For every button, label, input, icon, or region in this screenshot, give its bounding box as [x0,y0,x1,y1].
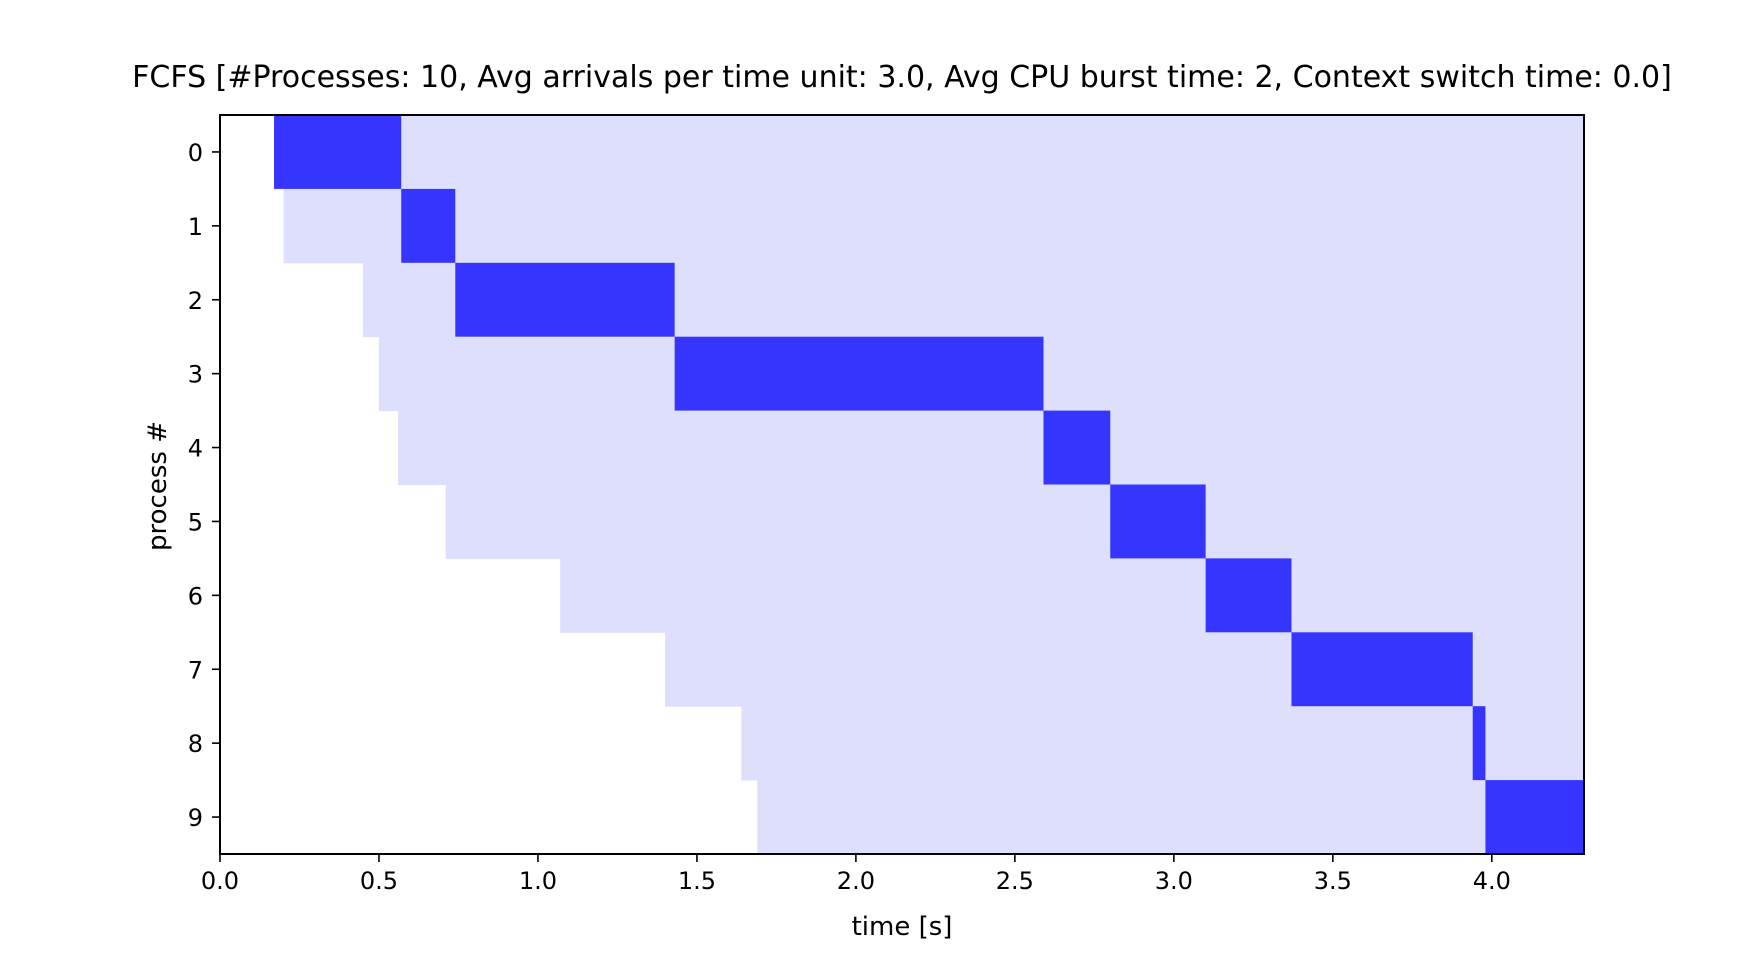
x-tick-label: 4.0 [1473,867,1511,895]
running-bar-2 [455,262,675,337]
x-tick-label: 1.0 [519,867,557,895]
y-tick-label: 7 [188,656,203,684]
running-bar-6 [1205,558,1292,633]
x-tick-label: 2.5 [996,867,1034,895]
x-axis: 0.0 0.5 1.0 1.5 2.0 2.5 3.0 3.5 4.0 [201,854,1511,895]
running-bar-5 [1110,484,1206,559]
waiting-bar-5 [445,484,1584,559]
y-axis: 0 1 2 3 4 5 6 7 8 9 [188,139,220,832]
running-bar-4 [1043,410,1111,485]
x-axis-label: time [s] [852,912,953,942]
axes-frame [219,114,1585,855]
chart-title: FCFS [#Processes: 10, Avg arrivals per t… [132,60,1672,95]
y-tick-label: 6 [188,582,203,610]
waiting-bar-1 [283,188,1585,264]
y-tick-label: 1 [188,213,203,241]
waiting-bar-9 [757,780,1584,855]
y-axis-label: process # [143,421,173,551]
x-tick-label: 1.5 [678,867,716,895]
y-tick-label: 9 [188,804,203,832]
running-bar-3 [674,336,1044,411]
y-tick-label: 2 [188,287,203,315]
running-bar-0 [274,115,402,189]
x-tick-label: 0.5 [360,867,398,895]
y-tick-label: 8 [188,730,203,758]
x-tick-label: 3.5 [1314,867,1352,895]
running-bar-8 [1472,706,1486,781]
running-bar-7 [1291,632,1473,707]
running-bar-9 [1485,780,1584,854]
y-tick-label: 4 [188,435,203,463]
waiting-bar-4 [398,410,1584,485]
waiting-bar-0 [274,115,1584,190]
y-tick-label: 5 [188,508,203,536]
x-tick-label: 2.0 [837,867,875,895]
plot-area [274,115,1585,855]
running-bar-1 [401,188,456,263]
y-tick-label: 0 [188,139,203,167]
x-tick-label: 3.0 [1155,867,1193,895]
waiting-bar-8 [741,706,1584,781]
y-tick-label: 3 [188,361,203,389]
x-tick-label: 0.0 [201,867,239,895]
waiting-bar-6 [560,558,1584,633]
